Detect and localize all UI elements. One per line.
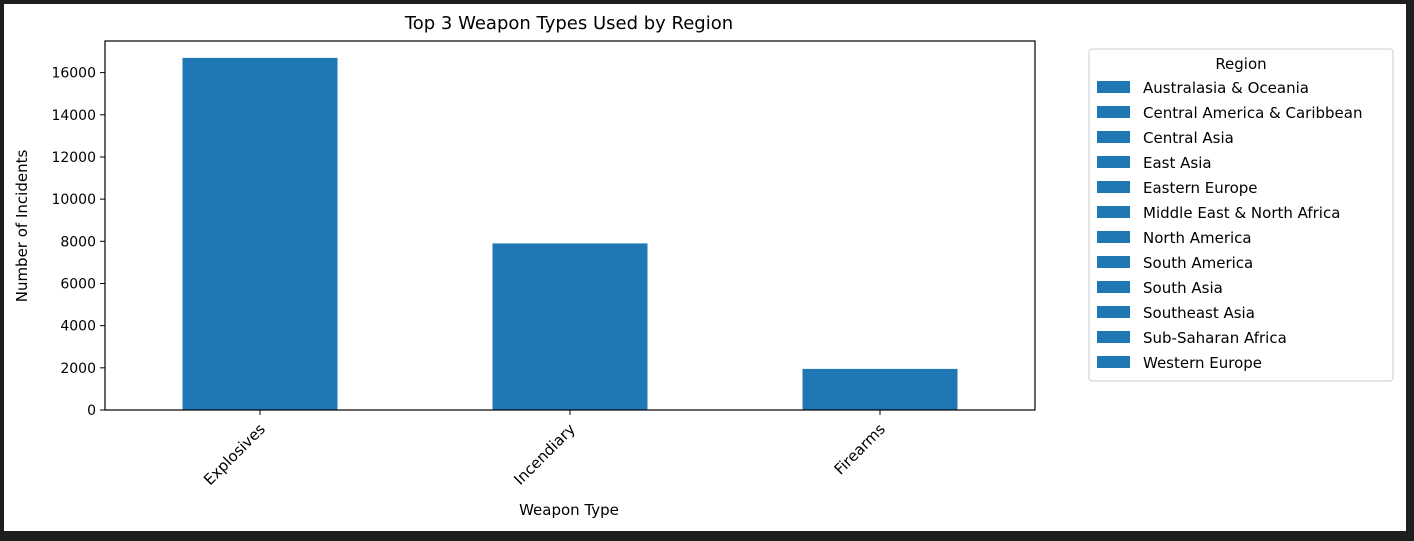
legend-entry-label: Southeast Asia	[1143, 304, 1255, 322]
legend-swatch	[1097, 306, 1130, 318]
legend-title: Region	[1215, 55, 1266, 73]
legend-entry-label: Western Europe	[1143, 354, 1262, 372]
x-tick-label: Explosives	[200, 420, 269, 489]
y-tick-label: 14000	[51, 108, 96, 124]
legend-frame	[1088, 48, 1394, 382]
legend-swatch	[1097, 356, 1130, 368]
y-axis-label: Number of Incidents	[13, 150, 31, 303]
bar	[802, 368, 958, 410]
legend-swatch	[1097, 231, 1130, 243]
y-tick-label: 4000	[60, 319, 96, 335]
legend-swatch	[1097, 106, 1130, 118]
legend-swatch	[1097, 131, 1130, 143]
chart-title: Top 3 Weapon Types Used by Region	[404, 13, 733, 34]
legend-swatch	[1097, 81, 1130, 93]
legend-entry-label: Eastern Europe	[1143, 179, 1258, 197]
y-tick-label: 12000	[51, 150, 96, 166]
chart-figure: Top 3 Weapon Types Used by Region 0 2000 4…	[4, 4, 1406, 531]
x-tick-label: Incendiary	[510, 420, 579, 489]
chart-svg: Top 3 Weapon Types Used by Region 0 2000 4…	[13, 13, 1394, 519]
bar	[492, 243, 648, 410]
legend-swatch	[1097, 281, 1130, 293]
x-axis-label: Weapon Type	[519, 501, 619, 519]
y-tick-label: 16000	[51, 66, 96, 82]
legend-swatch	[1097, 206, 1130, 218]
plot-area: 0 2000 4000 6000 8000 10000 12000 14000 16000 Exp…	[51, 40, 1036, 489]
y-tick-label: 8000	[60, 234, 96, 250]
legend-entry-label: South Asia	[1143, 279, 1223, 297]
y-tick-label: 10000	[51, 192, 96, 208]
y-tick-label: 2000	[60, 361, 96, 377]
legend-entry-label: Australasia & Oceania	[1143, 79, 1309, 97]
y-tick-label: 6000	[60, 276, 96, 292]
legend-entry-label: South America	[1143, 254, 1253, 272]
legend-swatch	[1097, 331, 1130, 343]
legend-entry-label: Sub-Saharan Africa	[1143, 329, 1287, 347]
legend-entry-label: Central Asia	[1143, 129, 1234, 147]
legend-entry-label: North America	[1143, 229, 1252, 247]
legend-swatch	[1097, 181, 1130, 193]
legend-entry-label: Central America & Caribbean	[1143, 104, 1362, 122]
legend-swatch	[1097, 256, 1130, 268]
legend-swatch	[1097, 156, 1130, 168]
y-tick-label: 0	[87, 403, 96, 419]
x-tick-label: Firearms	[831, 420, 889, 478]
legend-entry-label: Middle East & North Africa	[1143, 204, 1340, 222]
legend: Region Australasia & Oceania Central Amer…	[1088, 48, 1394, 382]
bar	[182, 57, 338, 411]
legend-entry-label: East Asia	[1143, 154, 1212, 172]
